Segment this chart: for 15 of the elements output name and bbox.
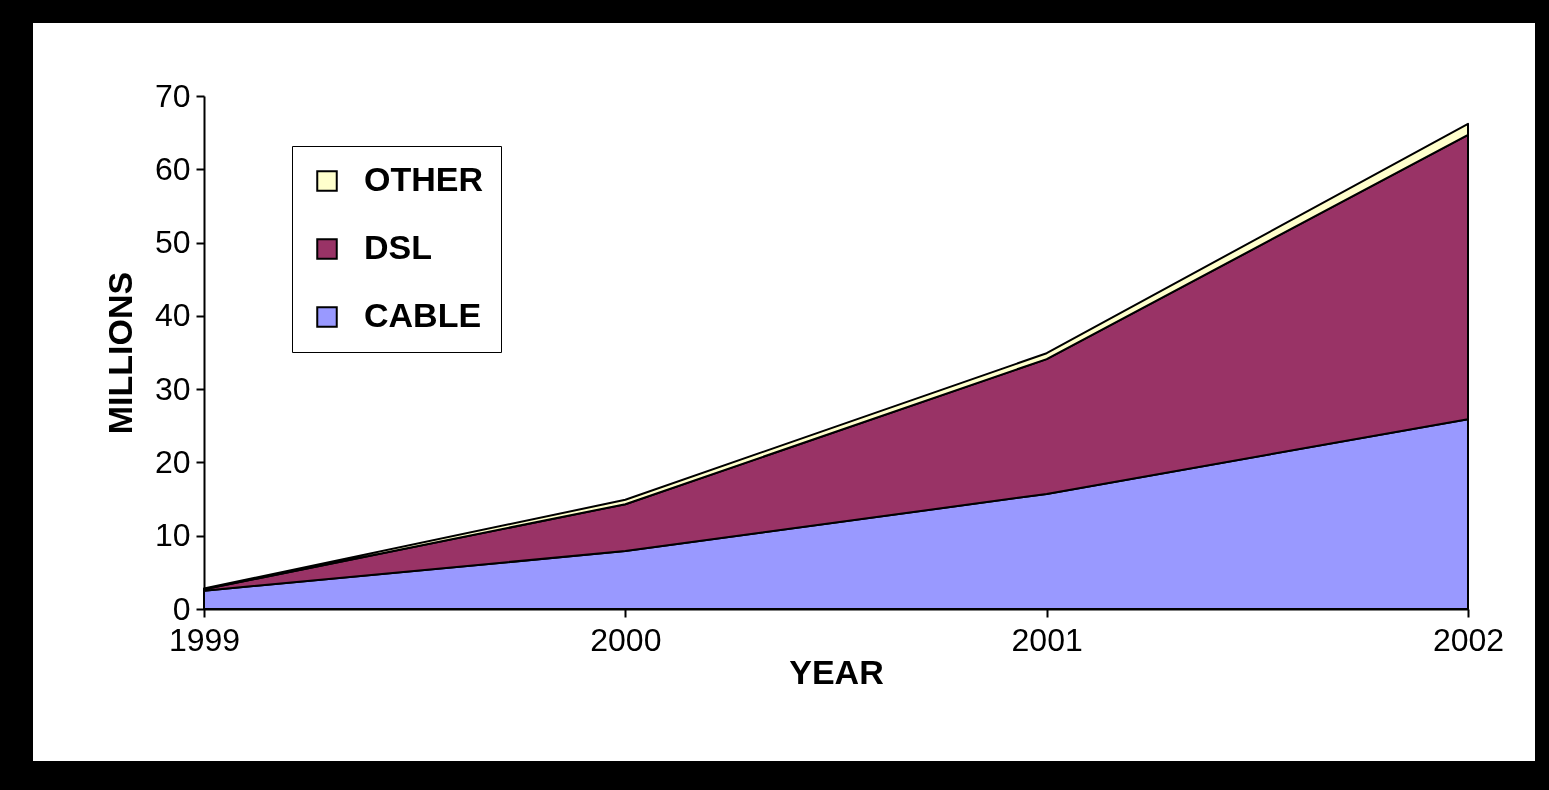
x-axis-title: YEAR	[789, 652, 884, 691]
y-tick-label: 30	[154, 370, 191, 407]
legend-label: OTHER	[364, 160, 483, 198]
x-tick-label: 2002	[1432, 621, 1505, 658]
x-tick-label: 2001	[1011, 621, 1083, 658]
legend-label: CABLE	[364, 296, 482, 334]
y-tick-label: 60	[154, 150, 191, 187]
y-tick-label: 20	[154, 443, 191, 480]
y-tick-label: 50	[154, 224, 191, 261]
x-tick-label: 2000	[590, 621, 662, 658]
y-axis-title: MILLIONS	[100, 271, 139, 435]
legend-label: DSL	[364, 228, 432, 266]
y-tick-label: 40	[154, 297, 191, 334]
y-tick-label: 10	[154, 517, 191, 554]
y-tick-label: 70	[154, 77, 191, 114]
